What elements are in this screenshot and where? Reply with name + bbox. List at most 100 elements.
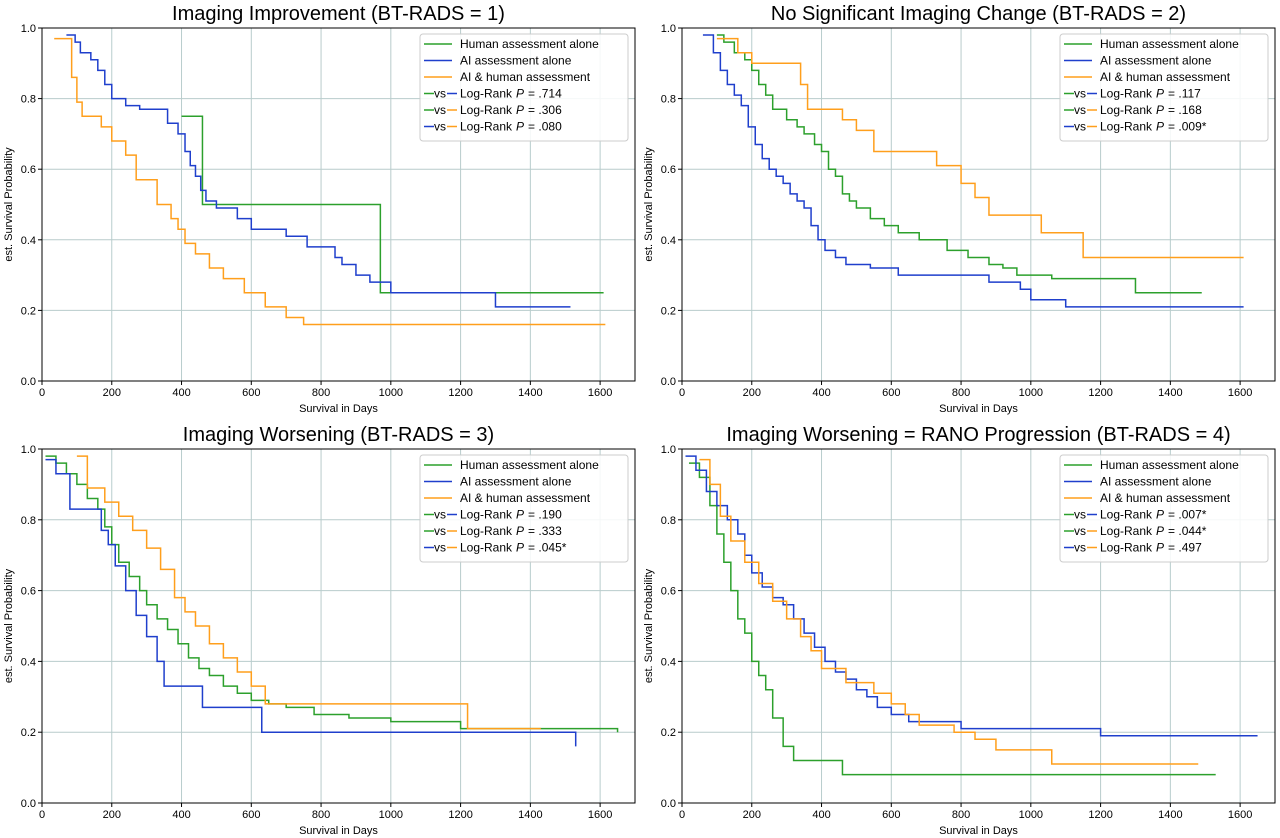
- y-tick-label: 0.6: [21, 586, 36, 598]
- logrank-value: = .714: [528, 87, 562, 101]
- chart-title: No Significant Imaging Change (BT-RADS =…: [771, 3, 1186, 25]
- legend-label: AI & human assessment: [1100, 70, 1231, 84]
- x-tick-label: 600: [882, 387, 900, 399]
- logrank-p: P: [516, 87, 524, 101]
- legend-vs: vs: [1074, 524, 1086, 538]
- x-tick-label: 400: [812, 809, 830, 821]
- legend-logrank: Log-Rank P = .080: [460, 120, 562, 134]
- plot-frame: [41, 448, 636, 804]
- logrank-label: Log-Rank: [1100, 120, 1153, 134]
- legend: Human assessment alone AI assessment alon…: [1059, 454, 1269, 563]
- logrank-p: P: [1156, 524, 1164, 538]
- logrank-value: = .190: [528, 508, 562, 522]
- logrank-label: Log-Rank: [1100, 541, 1153, 555]
- x-axis-label: Survival in Days: [939, 403, 1018, 415]
- logrank-label: Log-Rank: [460, 541, 513, 555]
- y-tick-label: 0.0: [661, 798, 676, 810]
- logrank-value: = .497: [1168, 541, 1202, 555]
- y-tick-label: 1.0: [661, 23, 676, 35]
- legend-box: [419, 33, 629, 142]
- x-tick-label: 1600: [588, 387, 612, 399]
- y-tick-label: 0.6: [21, 164, 36, 176]
- logrank-p: P: [1156, 508, 1164, 522]
- legend-logrank: Log-Rank P = .009*: [1100, 120, 1207, 134]
- logrank-p: P: [516, 541, 524, 555]
- legend-label: AI & human assessment: [1100, 491, 1231, 505]
- y-tick-label: 0.6: [661, 164, 676, 176]
- x-tick-label: 1200: [448, 809, 472, 821]
- legend-box: [419, 454, 629, 563]
- chart-panel-3: 0 200 400 600 800 1000 1200 1400 1600 0.0 0.2 0.4 0.…: [3, 424, 636, 837]
- y-tick-label: 0.2: [661, 727, 676, 739]
- legend-label: AI & human assessment: [460, 70, 591, 84]
- legend-vs: vs: [1074, 541, 1086, 555]
- x-tick-label: 1600: [1228, 809, 1252, 821]
- legend-label: Human assessment alone: [1100, 458, 1239, 472]
- logrank-label: Log-Rank: [460, 103, 513, 117]
- y-tick-label: 1.0: [21, 23, 36, 35]
- series-line-ai-human: [54, 37, 606, 326]
- legend-logrank: Log-Rank P = .007*: [1100, 508, 1207, 522]
- y-axis-label: est. Survival Probability: [643, 568, 655, 683]
- plot-frame: [681, 448, 1276, 804]
- x-tick-label: 1400: [518, 809, 542, 821]
- logrank-label: Log-Rank: [1100, 103, 1153, 117]
- y-tick-label: 0.8: [661, 515, 676, 527]
- logrank-value: = .045*: [528, 541, 567, 555]
- plot-frame: [41, 27, 636, 382]
- legend-vs: vs: [434, 541, 446, 555]
- y-axis-label: est. Survival Probability: [3, 568, 15, 683]
- x-tick-label: 1000: [379, 387, 403, 399]
- legend-label: Human assessment alone: [460, 37, 599, 51]
- chart-panel-4: 0 200 400 600 800 1000 1200 1400 1600 0.0 0.2 0.4 0.…: [643, 424, 1276, 837]
- x-tick-label: 1200: [1088, 809, 1112, 821]
- legend-vs: vs: [1074, 508, 1086, 522]
- x-tick-label: 0: [679, 809, 685, 821]
- y-tick-label: 0.4: [21, 656, 36, 668]
- x-tick-label: 0: [39, 809, 45, 821]
- y-tick-label: 0.2: [21, 305, 36, 317]
- legend-vs: vs: [1074, 87, 1086, 101]
- x-axis-label: Survival in Days: [299, 825, 378, 837]
- y-axis-label: est. Survival Probability: [3, 147, 15, 262]
- legend-logrank: Log-Rank P = .714: [460, 87, 562, 101]
- logrank-label: Log-Rank: [1100, 524, 1153, 538]
- chart-title: Imaging Worsening (BT-RADS = 3): [183, 424, 494, 446]
- x-tick-label: 200: [743, 387, 761, 399]
- series-line-human: [45, 455, 619, 733]
- plot-frame: [681, 27, 1276, 382]
- y-tick-label: 0.2: [21, 727, 36, 739]
- series-line-ai: [45, 458, 577, 747]
- x-tick-label: 200: [103, 387, 121, 399]
- legend-label: Human assessment alone: [460, 458, 599, 472]
- legend: Human assessment alone AI assessment alon…: [1059, 33, 1269, 142]
- y-tick-label: 0.0: [21, 376, 36, 388]
- x-tick-label: 1600: [588, 809, 612, 821]
- logrank-value: = .306: [528, 103, 562, 117]
- x-tick-label: 800: [312, 809, 330, 821]
- logrank-value: = .117: [1168, 87, 1201, 101]
- chart-panel-2: 0 200 400 600 800 1000 1200 1400 1600 0.0 0.2 0.4 0.…: [643, 3, 1276, 415]
- x-axis-label: Survival in Days: [939, 825, 1018, 837]
- x-tick-label: 800: [312, 387, 330, 399]
- logrank-value: = .044*: [1168, 524, 1207, 538]
- y-tick-label: 0.0: [21, 798, 36, 810]
- legend-label: AI & human assessment: [460, 491, 591, 505]
- series-line-ai: [685, 455, 1258, 737]
- logrank-p: P: [1156, 103, 1164, 117]
- logrank-value: = .080: [528, 120, 562, 134]
- x-tick-label: 600: [242, 809, 260, 821]
- x-tick-label: 400: [812, 387, 830, 399]
- legend-label: AI assessment alone: [1100, 54, 1212, 68]
- legend-label: AI assessment alone: [1100, 475, 1212, 489]
- x-tick-label: 1200: [448, 387, 472, 399]
- logrank-label: Log-Rank: [460, 120, 513, 134]
- x-tick-label: 800: [952, 809, 970, 821]
- legend-box: [1059, 454, 1269, 563]
- chart-title: Imaging Improvement (BT-RADS = 1): [172, 3, 505, 25]
- y-tick-label: 0.8: [661, 94, 676, 106]
- x-tick-label: 1400: [1158, 387, 1182, 399]
- y-tick-label: 1.0: [21, 444, 36, 456]
- legend-vs: vs: [434, 103, 446, 117]
